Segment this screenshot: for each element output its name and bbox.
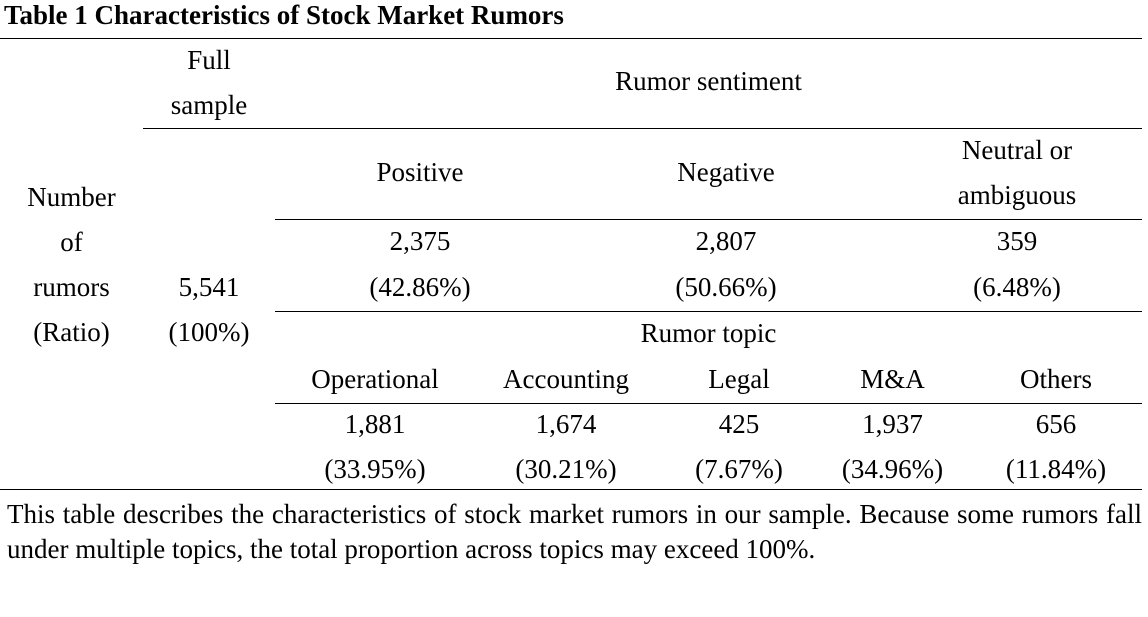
topic-accounting-label: Accounting xyxy=(503,364,629,394)
topic-legal-label: Legal xyxy=(708,364,770,394)
row-header-line-4: (Ratio) xyxy=(33,317,110,347)
topic-legal-ratio: (7.67%) xyxy=(695,454,783,484)
table-top-rule xyxy=(0,38,1142,39)
topic-operational-ratio: (33.95%) xyxy=(324,454,426,484)
full-sample-header-line-1: Full xyxy=(187,45,231,75)
table-note: This table describes the characteristics… xyxy=(7,499,1142,564)
topic-ma-ratio: (34.96%) xyxy=(841,454,944,484)
topic-operational-value: 1,881 xyxy=(344,409,406,439)
sentiment-neutral-value: 359 xyxy=(996,226,1038,256)
sentiment-neutral-label-line-2: ambiguous xyxy=(957,180,1077,210)
sentiment-negative-value: 2,807 xyxy=(695,226,757,256)
sentiment-group-label: Rumor sentiment xyxy=(615,66,802,96)
full-sample-ratio: (100%) xyxy=(168,317,250,347)
row-header-line-2: of xyxy=(60,227,83,257)
sentiment-positive-label: Positive xyxy=(376,157,464,187)
topic-others-ratio: (11.84%) xyxy=(1005,454,1107,484)
rule-above-topic-group xyxy=(275,311,1142,312)
topic-group-label: Rumor topic xyxy=(640,318,777,348)
sentiment-negative-label: Negative xyxy=(677,157,775,187)
rule-under-full-sample-header xyxy=(143,128,1142,129)
row-header-line-1: Number xyxy=(27,182,116,212)
sentiment-positive-value: 2,375 xyxy=(389,226,451,256)
row-header-line-3: rumors xyxy=(33,272,110,302)
topic-accounting-value: 1,674 xyxy=(535,409,597,439)
full-sample-value: 5,541 xyxy=(178,272,240,302)
topic-operational-label: Operational xyxy=(311,364,439,394)
topic-ma-value: 1,937 xyxy=(862,409,923,439)
rule-under-sentiment-labels xyxy=(275,219,1142,220)
sentiment-neutral-ratio: (6.48%) xyxy=(973,272,1061,302)
table-bottom-rule xyxy=(0,489,1142,490)
topic-ma-label: M&A xyxy=(860,364,925,394)
sentiment-positive-ratio: (42.86%) xyxy=(369,272,471,302)
sentiment-negative-ratio: (50.66%) xyxy=(675,272,777,302)
table-title: Table 1 Characteristics of Stock Market … xyxy=(4,0,564,30)
sentiment-neutral-label-line-1: Neutral or xyxy=(961,135,1073,165)
topic-legal-value: 425 xyxy=(718,409,760,439)
full-sample-header-line-2: sample xyxy=(170,90,248,120)
topic-accounting-ratio: (30.21%) xyxy=(515,454,617,484)
topic-others-label: Others xyxy=(1020,364,1092,394)
rule-under-topic-labels xyxy=(275,403,1142,404)
topic-others-value: 656 xyxy=(1035,409,1077,439)
